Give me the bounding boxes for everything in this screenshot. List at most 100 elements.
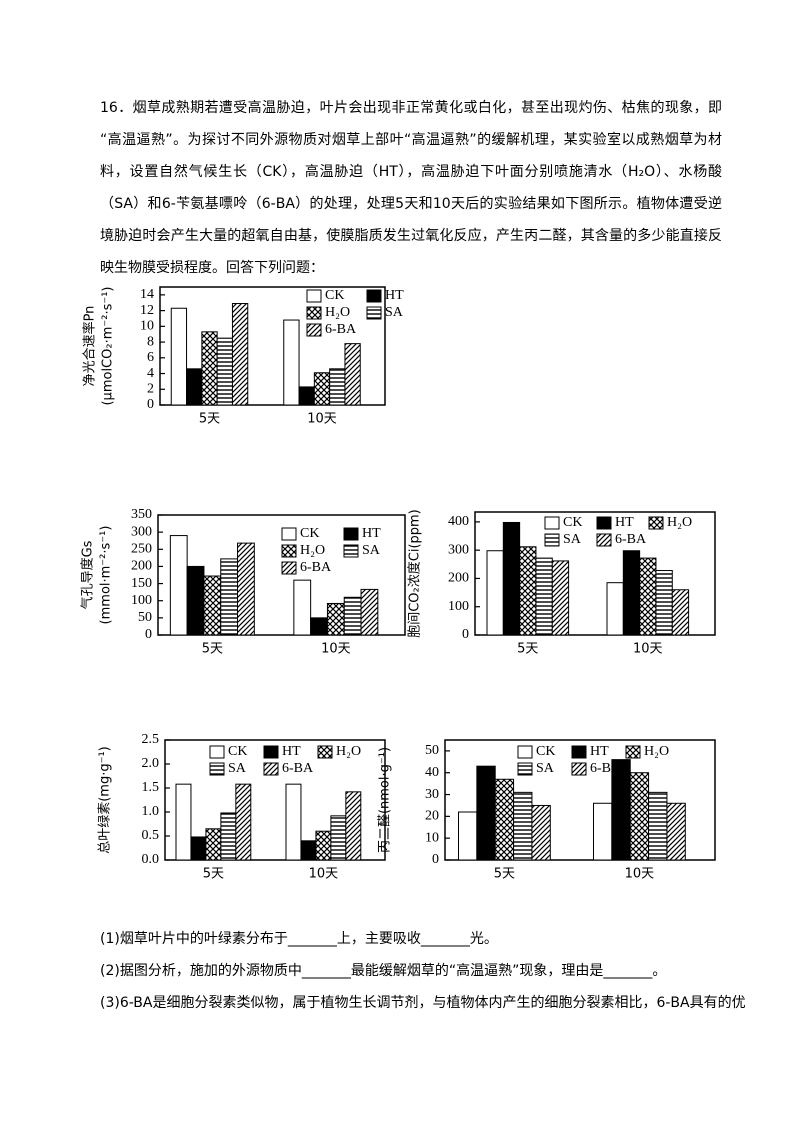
legend-swatch [281,527,297,541]
legend-label: 6-BA [325,322,357,337]
y-axis-label: 气孔导度Gs [80,540,96,609]
y-tick-label: 50 [425,743,439,758]
legend-swatch [317,745,333,759]
legend-label: HT [385,288,404,303]
bar [186,368,203,406]
legend-swatch [517,745,533,759]
bar [190,836,207,861]
y-tick-label: 10 [140,319,154,334]
y-tick-label: 300 [131,524,152,539]
legend-label: SA [536,761,555,776]
bar [186,565,205,636]
bar [343,596,362,636]
y-tick-label: 150 [131,576,152,591]
legend-label: CK [325,288,344,303]
bar [606,582,624,636]
legend-label: CK [228,744,247,759]
x-tick-label: 5天 [494,867,515,882]
y-tick-label: 0 [145,627,152,642]
legend-swatch [625,745,641,759]
legend-swatch [281,561,297,575]
bar [648,791,668,861]
bar [237,542,255,636]
bar [494,778,515,861]
legend-label: SA [228,761,247,776]
legend-swatch [306,289,322,303]
legend-label: HT [615,515,634,530]
y-tick-label: 100 [448,599,469,614]
y-tick-label: 0.5 [142,828,160,843]
y-tick-label: 2.5 [142,732,160,747]
legend-swatch [209,762,225,776]
legend-swatch [343,527,359,541]
bar [531,804,551,861]
legend-label: 6-BA [590,761,622,776]
bar [458,811,478,861]
y-tick-label: 0 [432,852,439,867]
y-tick-label: 8 [147,334,154,349]
x-tick-label: 10天 [309,867,339,882]
y-tick-label: 1.0 [142,804,160,819]
bar [205,828,222,861]
plot-frame [157,514,406,636]
bar [175,783,192,861]
bar [329,368,346,406]
x-tick-label: 5天 [199,412,220,427]
legend-swatch [281,544,297,558]
legend-label: HT [362,526,381,541]
y-tick-label: 4 [147,366,154,381]
legend-label: SA [563,532,582,547]
legend-label: 6-BA [300,560,332,575]
y-axis-label: 总叶绿素(mg·g⁻¹) [98,746,113,854]
bar [203,575,222,636]
sub-question: (3)6-BA是细胞分裂素类似物，属于植物生长调节剂，与植物体内产生的细胞分裂素… [100,995,746,1011]
y-tick-label: 50 [138,610,152,625]
legend-swatch [306,306,322,320]
bar [169,535,188,636]
y-tick-label: 300 [448,542,469,557]
bar [519,546,537,636]
bar [235,783,252,861]
plot-frame [164,739,386,861]
bar [285,783,302,861]
bar [298,386,315,406]
legend-swatch [306,323,322,337]
bar [639,557,657,636]
legend-label: 6-BA [615,532,647,547]
bar [666,802,686,861]
x-tick-label: 5天 [517,642,538,657]
legend-label: 6-BA [282,761,314,776]
bar [629,772,650,861]
legend-swatch [366,306,382,320]
legend-label: CK [536,744,555,759]
bar [201,331,218,406]
legend-label: H₂O [644,744,669,759]
y-tick-label: 0 [462,627,469,642]
legend-swatch [209,745,225,759]
bar [313,372,331,406]
legend-label: H₂O [325,305,350,320]
y-tick-label: 400 [448,514,469,529]
y-tick-label: 12 [140,303,154,318]
legend-label: CK [563,515,582,530]
legend-swatch [343,544,359,558]
legend-label: H₂O [336,744,361,759]
legend-swatch [596,533,612,547]
legend-swatch [263,745,279,759]
y-tick-label: 1.5 [142,780,160,795]
bar [551,560,570,636]
x-tick-label: 10天 [307,412,337,427]
bar [310,617,328,636]
bar [220,812,237,861]
bar [655,570,673,636]
sub-question: (1)烟草叶片中的叶绿素分布于_______上，主要吸收_______光。 [100,931,498,947]
bar [593,802,613,861]
bar [360,588,379,636]
y-tick-label: 30 [425,787,439,802]
y-axis-label: (μmolCO₂·m⁻²·s⁻¹) [101,286,116,405]
plot-frame [159,286,386,406]
legend-label: HT [282,744,301,759]
y-tick-label: 2 [147,381,154,396]
